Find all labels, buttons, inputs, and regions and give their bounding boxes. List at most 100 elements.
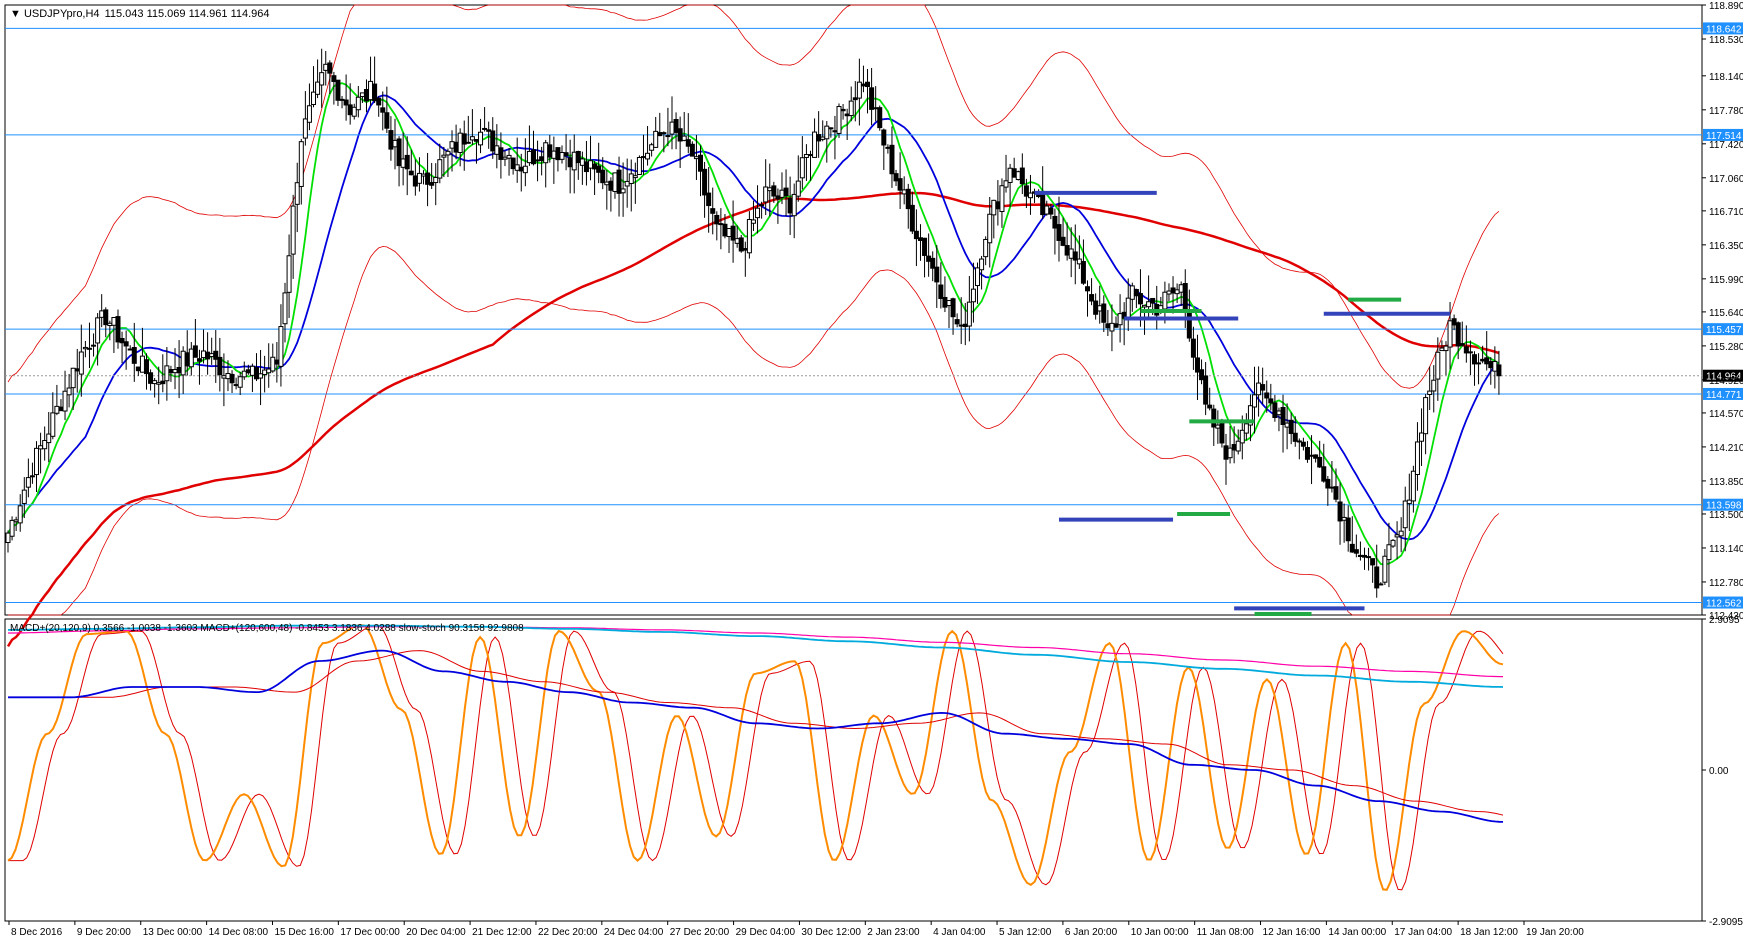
- candle-body: [1125, 297, 1131, 320]
- candle-body: [706, 192, 712, 207]
- candle-body: [74, 368, 80, 372]
- candle-body: [1011, 168, 1017, 178]
- candle-body: [372, 83, 378, 102]
- price-label: 114.771: [1706, 390, 1742, 401]
- candle-body: [1072, 251, 1078, 261]
- chart-header: ▼ USDJPYpro,H4 115.043 115.069 114.961 11…: [10, 8, 270, 20]
- candle-body: [319, 72, 325, 86]
- candle-body: [205, 351, 211, 360]
- candle-body: [490, 130, 496, 152]
- candle-body: [323, 63, 329, 71]
- candle-body: [1329, 486, 1335, 489]
- band-lower: [8, 246, 1500, 616]
- candle-body: [388, 130, 394, 150]
- candle-body: [1272, 402, 1278, 419]
- candle-body: [710, 208, 716, 214]
- candle-body: [816, 134, 822, 142]
- time-tick-label: 20 Dec 04:00: [406, 927, 466, 938]
- candle-body: [1056, 224, 1062, 241]
- candle-body: [893, 173, 899, 182]
- candle-body: [775, 195, 781, 200]
- candle-body: [942, 296, 948, 308]
- candle-body: [1076, 258, 1082, 265]
- candle-body: [640, 156, 646, 159]
- candle-body: [54, 405, 60, 414]
- candle-body: [930, 257, 936, 269]
- candle-body: [771, 185, 777, 197]
- candle-body: [539, 156, 545, 162]
- price-tick-label: 118.140: [1709, 72, 1743, 83]
- candle-body: [1080, 261, 1086, 284]
- candle-body: [217, 356, 223, 376]
- candle-body: [1406, 499, 1412, 505]
- candle-body: [783, 187, 789, 197]
- candle-body: [734, 238, 740, 244]
- horizontal-lines[interactable]: 118.642 117.514 115.457 114.771 113.598 112.5…: [5, 22, 1743, 610]
- candle-body: [188, 348, 194, 368]
- candle-body: [1260, 384, 1266, 391]
- candle-body: [726, 228, 732, 238]
- candle-body: [327, 62, 333, 74]
- candle-body: [164, 365, 170, 382]
- candle-body: [1137, 293, 1143, 305]
- candle-body: [738, 237, 744, 252]
- candle-body: [421, 173, 427, 177]
- candle-body: [877, 107, 883, 129]
- candle-body: [1402, 500, 1408, 529]
- candle-body: [1194, 357, 1200, 373]
- time-tick-label: 4 Jan 04:00: [933, 927, 986, 938]
- candle-body: [347, 104, 353, 116]
- candle-body: [848, 100, 854, 117]
- price-label-box: [1703, 498, 1743, 511]
- candle-body: [229, 373, 235, 384]
- candles: [5, 48, 1502, 598]
- candle-body: [807, 154, 813, 157]
- price-tick-label: 116.350: [1709, 241, 1743, 252]
- support-resistance-marks: [1034, 190, 1451, 617]
- candle-body: [115, 316, 121, 343]
- candle-body: [225, 372, 231, 380]
- current-price-box: [1703, 369, 1743, 382]
- candle-body: [445, 150, 451, 156]
- candle-body: [881, 129, 887, 146]
- macd-fast-main: [8, 649, 1504, 823]
- candle-body: [950, 298, 956, 318]
- price-tick-label: 114.570: [1709, 409, 1743, 420]
- symbol-label: USDJPYpro,H4: [24, 8, 100, 20]
- price-tick-label: 115.280: [1709, 342, 1743, 353]
- candle-body: [82, 346, 88, 350]
- candle-body: [1300, 441, 1306, 447]
- candle-body: [535, 159, 541, 162]
- candle-body: [380, 107, 386, 113]
- time-tick-label: 8 Dec 2016: [11, 927, 63, 938]
- candle-body: [425, 172, 431, 185]
- candle-body: [1345, 517, 1351, 542]
- candle-body: [991, 199, 997, 216]
- candle-body: [1361, 554, 1367, 558]
- candle-body: [624, 180, 630, 187]
- candle-body: [144, 359, 150, 375]
- candle-body: [1203, 375, 1209, 405]
- candle-body: [1455, 322, 1461, 347]
- candle-body: [1019, 167, 1025, 185]
- candle-body: [628, 173, 634, 184]
- candle-body: [901, 189, 907, 195]
- candle-body: [836, 106, 842, 134]
- candle-body: [50, 412, 56, 437]
- candle-body: [522, 165, 528, 174]
- candle-body: [1101, 303, 1107, 323]
- candle-body: [1003, 180, 1009, 188]
- candle-body: [1264, 392, 1270, 399]
- candle-body: [1410, 470, 1416, 502]
- candle-body: [555, 147, 561, 161]
- time-tick-label: 14 Jan 00:00: [1328, 927, 1386, 938]
- candle-body: [286, 255, 292, 293]
- price-label: 115.457: [1706, 325, 1742, 336]
- candle-body: [779, 189, 785, 198]
- candle-body: [673, 119, 679, 133]
- candle-body: [865, 81, 871, 88]
- candle-body: [1089, 294, 1095, 302]
- candle-body: [1414, 441, 1420, 475]
